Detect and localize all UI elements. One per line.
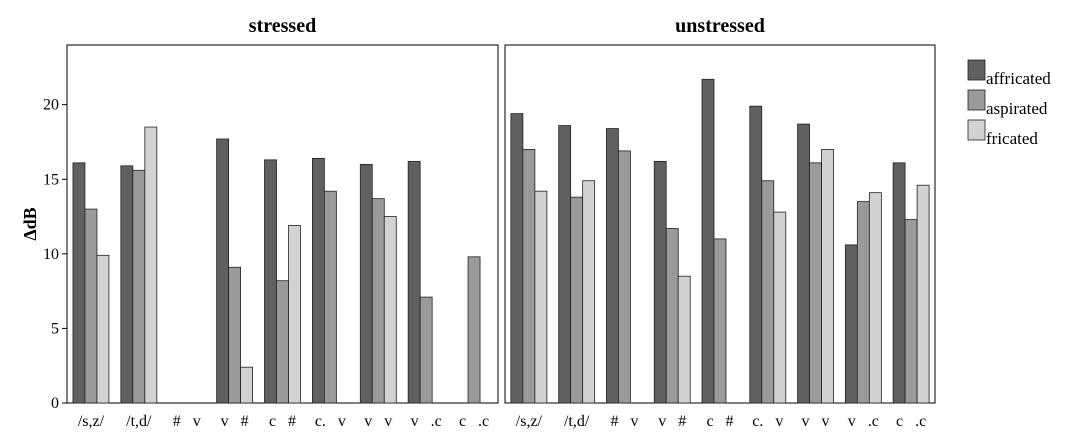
bar-fricated <box>96 254 110 404</box>
x-tick-label: /s,z/ <box>516 413 543 430</box>
x-tick-label: # v <box>610 413 638 430</box>
bar-fricated <box>868 192 882 404</box>
bar-affricated <box>701 78 715 404</box>
bar-affricated <box>606 128 619 404</box>
legend-label: affricated <box>986 69 1051 88</box>
bar-aspirated <box>84 208 98 404</box>
bar-aspirated <box>132 169 146 404</box>
bar-fricated <box>288 225 301 404</box>
bar-fricated <box>582 180 596 404</box>
bar-affricated <box>892 162 906 404</box>
x-tick-label: v # <box>221 413 249 430</box>
bar-aspirated <box>904 219 918 404</box>
bar-affricated <box>510 113 524 404</box>
x-tick-label: # v <box>173 413 201 430</box>
bar-aspirated <box>323 190 337 404</box>
bar-aspirated <box>856 201 870 404</box>
bar-affricated <box>407 160 421 404</box>
x-tick-label: /t,d/ <box>126 413 152 430</box>
bar-aspirated <box>713 238 727 404</box>
legend-swatch-aspirated <box>967 89 986 111</box>
bar-fricated <box>916 184 930 404</box>
x-tick-label: c .c <box>459 413 489 430</box>
legend-swatch-fricated <box>967 119 986 141</box>
bar-fricated <box>534 190 548 404</box>
bar-affricated <box>264 159 277 404</box>
x-tick-label: v # <box>658 413 686 430</box>
y-tick-label: 5 <box>51 320 59 337</box>
y-tick-label: 10 <box>43 246 59 263</box>
bar-affricated <box>653 160 667 404</box>
legend-swatch-affricated <box>967 59 986 81</box>
bar-aspirated <box>228 266 242 404</box>
y-axis-label: ΔdB <box>20 207 40 240</box>
bar-aspirated <box>761 180 775 404</box>
bar-aspirated <box>419 296 433 404</box>
x-tick-label: c # <box>269 413 296 430</box>
bar-aspirated <box>371 198 385 404</box>
bar-affricated <box>120 165 134 404</box>
bar-aspirated <box>809 162 822 404</box>
x-tick-label: v .c <box>848 413 879 430</box>
bar-affricated <box>72 162 86 404</box>
bar-affricated <box>311 157 325 404</box>
legend-label: fricated <box>986 129 1038 148</box>
bar-fricated <box>383 216 397 404</box>
x-tick-label: /s,z/ <box>78 413 105 430</box>
bar-aspirated <box>467 256 481 404</box>
bar-affricated <box>797 123 810 404</box>
x-tick-label: /t,d/ <box>564 413 590 430</box>
panel-title: unstressed <box>675 15 765 37</box>
bar-fricated <box>240 366 254 404</box>
x-tick-label: c .c <box>896 413 926 430</box>
bar-affricated <box>216 138 230 404</box>
bar-fricated <box>821 149 834 404</box>
bar-affricated <box>558 125 572 404</box>
bar-fricated <box>677 275 691 404</box>
bar-affricated <box>749 105 763 404</box>
x-tick-label: c # <box>706 413 733 430</box>
x-tick-label: v v <box>364 413 392 430</box>
y-tick-label: 20 <box>43 97 59 114</box>
bar-aspirated <box>665 228 679 404</box>
legend-label: aspirated <box>986 99 1048 118</box>
x-tick-label: c. v <box>315 413 346 430</box>
bar-aspirated <box>276 280 289 404</box>
bar-aspirated <box>570 196 584 404</box>
y-tick-label: 15 <box>43 171 59 188</box>
bar-affricated <box>359 163 373 404</box>
x-tick-label: c. v <box>752 413 783 430</box>
bar-affricated <box>844 244 858 404</box>
x-tick-label: v v <box>802 413 830 430</box>
panel-title: stressed <box>249 15 316 37</box>
bar-fricated <box>144 126 158 404</box>
bar-aspirated <box>618 150 631 404</box>
x-tick-label: v .c <box>411 413 442 430</box>
y-tick-label: 0 <box>51 395 59 412</box>
bar-fricated <box>773 211 787 404</box>
bar-aspirated <box>522 149 536 404</box>
